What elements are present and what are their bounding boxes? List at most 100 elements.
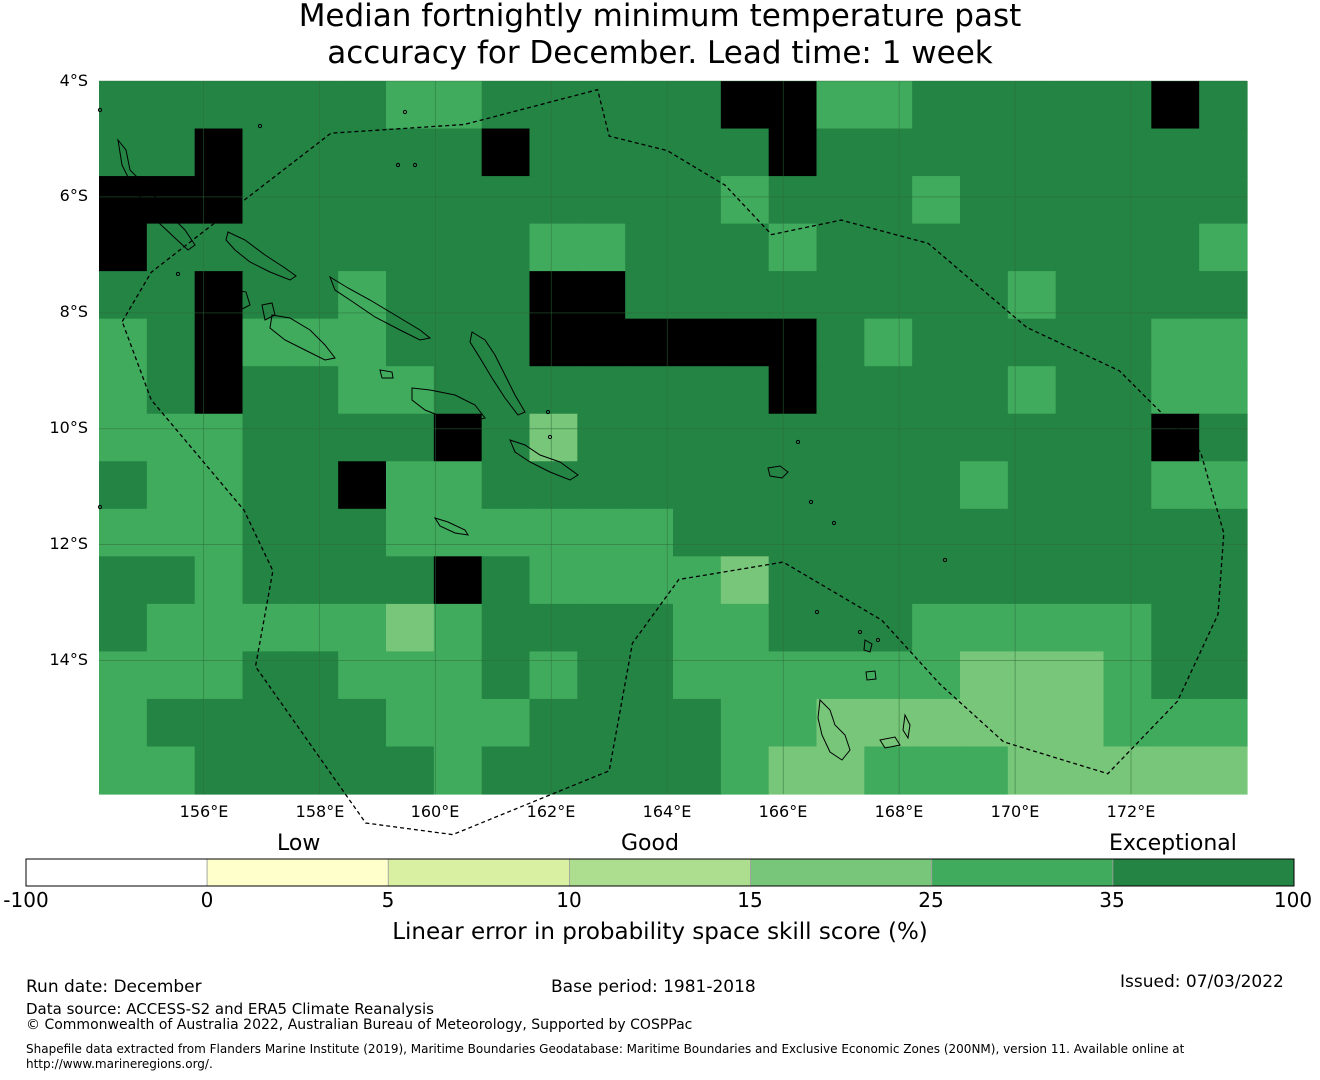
skill-cell (481, 271, 531, 320)
skill-cell (194, 128, 244, 177)
small-island (875, 637, 881, 643)
skill-cell (1151, 651, 1200, 700)
skill-cell (1055, 318, 1105, 367)
run-date: Run date: December (26, 977, 202, 997)
skill-cell (481, 223, 531, 272)
island-outline (379, 369, 394, 379)
skill-cell (481, 746, 531, 795)
skill-cell (1103, 223, 1152, 272)
island-outlines (97, 107, 948, 761)
small-island (857, 629, 863, 635)
skill-cell (529, 651, 578, 700)
skill-cell (673, 508, 722, 557)
skill-cell (99, 413, 148, 462)
skill-cell (720, 651, 770, 700)
skill-cell (1151, 223, 1200, 272)
colorbar-tick: 0 (200, 888, 214, 912)
skill-cell (1007, 508, 1057, 557)
skill-cell (625, 698, 674, 748)
skill-cell (673, 413, 722, 462)
skill-cell (960, 651, 1009, 700)
skill-cell (960, 556, 1009, 605)
skill-cell (338, 461, 387, 510)
skill-cell (577, 556, 626, 605)
skill-cell (1103, 176, 1152, 225)
skill-cell (816, 508, 865, 557)
skill-cell (768, 176, 818, 225)
skill-cell (99, 698, 148, 748)
colorbar-title: Linear error in probability space skill … (392, 919, 928, 945)
lon-label-158e: 158°E (295, 802, 345, 821)
skill-cell (625, 461, 674, 510)
skill-cell (194, 223, 244, 272)
skill-cell (194, 271, 244, 320)
skill-cell (1151, 81, 1200, 130)
skill-cell (1103, 461, 1152, 510)
skill-cell (1199, 223, 1248, 272)
skill-cell (1199, 176, 1248, 225)
small-island (795, 439, 801, 445)
skill-cell (720, 81, 770, 130)
island-outline (235, 289, 251, 311)
skill-cell (673, 556, 722, 605)
skill-cell (673, 318, 722, 367)
shapefile-credit-line1: Shapefile data extracted from Flanders M… (26, 1042, 1185, 1056)
skill-cell (99, 461, 148, 510)
skill-cell (338, 556, 387, 605)
skill-cell (242, 223, 291, 272)
skill-cell (720, 366, 770, 415)
skill-cell (481, 603, 531, 652)
skill-cell (1151, 698, 1200, 748)
skill-cell (1103, 413, 1152, 462)
skill-cell (242, 128, 291, 177)
colorbar-swatch (206, 858, 389, 887)
skill-cell (99, 603, 148, 652)
skill-cell (386, 81, 435, 130)
skill-cell (290, 461, 339, 510)
skill-cell (1151, 556, 1200, 605)
skill-cell (386, 508, 435, 557)
skill-cell (720, 271, 770, 320)
skill-cell (1007, 223, 1057, 272)
skill-cell (577, 508, 626, 557)
skill-cell (960, 223, 1009, 272)
skill-cell (625, 271, 674, 320)
skill-cell (242, 651, 291, 700)
island-outline (902, 713, 911, 740)
skill-cell (577, 651, 626, 700)
skill-cell (242, 603, 291, 652)
skill-cell (577, 128, 626, 177)
island-outline (269, 314, 336, 361)
skill-cell (290, 603, 339, 652)
skill-cell (720, 223, 770, 272)
lon-label-172e: 172°E (1106, 802, 1156, 821)
skill-cell (625, 81, 674, 130)
skill-cell (720, 318, 770, 367)
skill-cell (1103, 603, 1152, 652)
skill-cell (673, 128, 722, 177)
skill-cell (1055, 603, 1105, 652)
skill-cell (673, 746, 722, 795)
skill-cell (1055, 366, 1105, 415)
skill-cell (1055, 176, 1105, 225)
skill-cell (146, 366, 196, 415)
skill-cell (1007, 698, 1057, 748)
skill-cell (1007, 603, 1057, 652)
skill-cell (433, 698, 483, 748)
skill-cell (1007, 128, 1057, 177)
skill-cell (242, 81, 291, 130)
skill-cell (577, 81, 626, 130)
skill-cell (1151, 176, 1200, 225)
skill-cell (338, 603, 387, 652)
small-island (831, 520, 837, 526)
skill-cell (433, 603, 483, 652)
skill-cell (99, 271, 148, 320)
skill-cell (99, 746, 148, 795)
skill-cell (577, 318, 626, 367)
skill-cell (146, 651, 196, 700)
lat-label-12s: 12°S (49, 534, 88, 553)
issued-date: Issued: 07/03/2022 (1120, 972, 1284, 992)
skill-cell (1103, 651, 1152, 700)
skill-cell (338, 698, 387, 748)
skill-cell (577, 603, 626, 652)
